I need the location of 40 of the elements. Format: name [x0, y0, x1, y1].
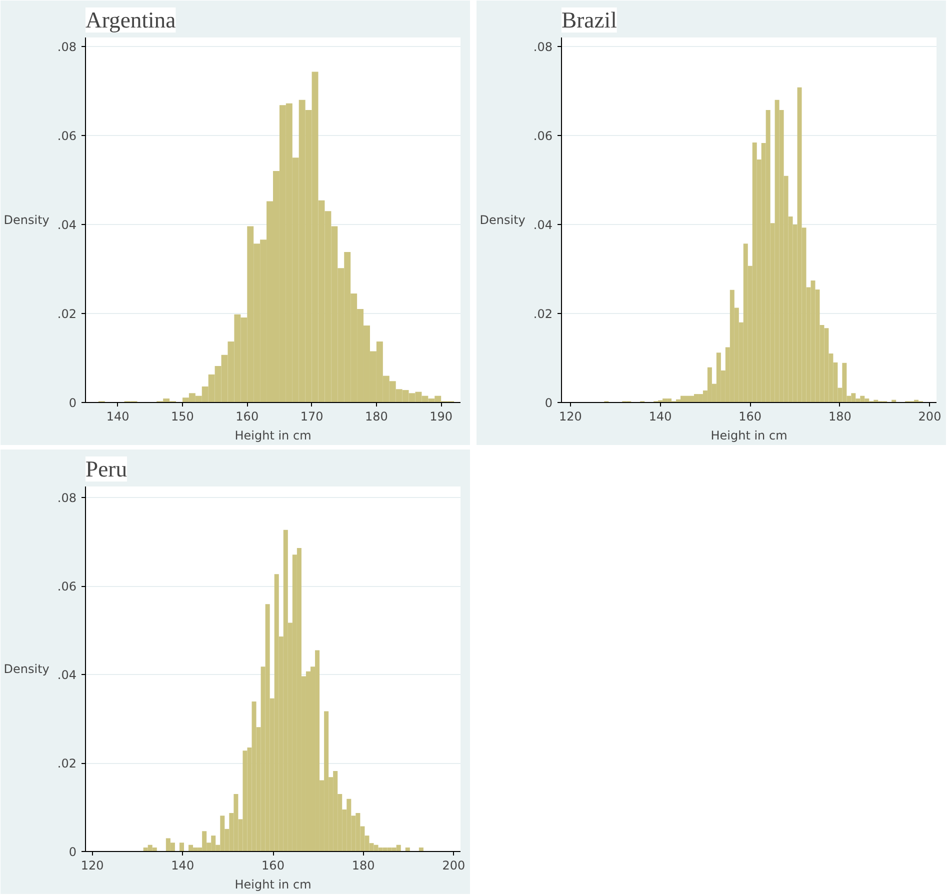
x-tick-label: 140 — [648, 410, 672, 424]
y-tick-label: .04 — [57, 218, 77, 232]
y-tick-label: .06 — [57, 580, 77, 594]
y-tick-label: 0 — [68, 845, 77, 859]
x-tick-label: 120 — [80, 858, 104, 872]
y-axis-title: Density — [480, 213, 526, 227]
x-tick-label: 180 — [364, 410, 388, 424]
chart-title: Argentina — [86, 8, 176, 32]
x-tick-label: 200 — [442, 858, 466, 872]
y-axis-title: Density — [4, 662, 50, 676]
y-tick-label: .06 — [533, 128, 553, 143]
y-tick-label: .04 — [57, 668, 77, 682]
y-axis-title: Density — [4, 213, 50, 227]
x-axis-title: Height in cm — [710, 428, 788, 442]
x-tick-label: 160 — [262, 858, 284, 872]
y-tick-label: .02 — [57, 306, 77, 321]
x-tick-label: 190 — [430, 410, 453, 424]
chart-title: Brazil — [562, 8, 617, 32]
x-tick-label: 170 — [300, 410, 324, 424]
y-tick-label: .08 — [57, 491, 77, 506]
x-axis-title: Height in cm — [234, 428, 312, 442]
y-tick-label: .02 — [57, 756, 77, 771]
x-tick-label: 150 — [171, 410, 194, 424]
x-tick-label: 140 — [171, 858, 194, 872]
y-tick-label: .06 — [57, 128, 77, 143]
chart-title: Peru — [86, 456, 128, 482]
x-tick-label: 180 — [828, 410, 852, 424]
y-tick-label: .08 — [533, 40, 553, 54]
x-tick-label: 160 — [236, 410, 259, 424]
x-tick-label: 140 — [106, 410, 130, 424]
y-tick-label: .04 — [533, 218, 553, 232]
x-tick-label: 180 — [352, 858, 375, 872]
x-tick-label: 160 — [738, 410, 762, 424]
x-tick-label: 120 — [559, 410, 582, 424]
y-tick-label: 0 — [544, 396, 553, 410]
x-tick-label: 200 — [918, 410, 942, 424]
y-tick-label: 0 — [68, 396, 77, 410]
x-axis-title: Height in cm — [234, 878, 312, 892]
y-tick-label: .08 — [57, 40, 77, 54]
y-tick-label: .02 — [533, 306, 553, 321]
